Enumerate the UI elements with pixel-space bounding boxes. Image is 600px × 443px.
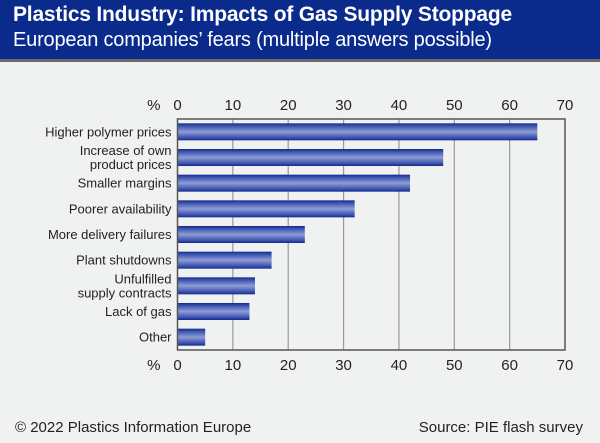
- category-label: Higher polymer prices: [45, 124, 172, 139]
- chart-title: Plastics Industry: Impacts of Gas Supply…: [13, 3, 512, 26]
- bar: [177, 328, 206, 346]
- x-tick-label: 20: [280, 97, 297, 114]
- x-tick-label: 10: [225, 357, 242, 374]
- chart-subtitle: European companies’ fears (multiple answ…: [13, 29, 492, 51]
- x-tick-label: 40: [391, 357, 408, 374]
- bar: [177, 226, 305, 243]
- axis-unit-label: %: [147, 357, 160, 374]
- copyright-text: © 2022 Plastics Information Europe: [15, 419, 252, 436]
- category-label: Increase of own product prices: [80, 143, 172, 172]
- bottom-axis-ticks: % 0 10 20 30 40 50 60 70: [147, 357, 573, 374]
- category-label: Plant shutdowns: [76, 253, 172, 268]
- bar: [177, 277, 255, 295]
- category-label: Smaller margins: [78, 176, 172, 191]
- category-labels: Higher polymer prices Increase of own prod…: [45, 124, 172, 344]
- plot-frame: [176, 118, 566, 351]
- bar: [177, 123, 538, 141]
- bar: [177, 174, 410, 192]
- source-text: Source: PIE flash survey: [418, 419, 583, 436]
- x-tick-label: 60: [501, 357, 518, 374]
- bars: [177, 123, 538, 346]
- bar: [177, 251, 272, 269]
- x-tick-label: 20: [280, 357, 297, 374]
- category-label: Unfulfilled supply contracts: [78, 271, 172, 300]
- x-tick-label: 30: [335, 357, 352, 374]
- chart-header: Plastics Industry: Impacts of Gas Supply…: [0, 0, 600, 62]
- x-tick-label: 50: [446, 97, 463, 114]
- x-tick-label: 50: [446, 357, 463, 374]
- axis-unit-label: %: [147, 97, 160, 114]
- category-label: Other: [139, 330, 172, 345]
- x-tick-label: 60: [501, 97, 518, 114]
- bar: [177, 149, 444, 166]
- x-tick-label: 70: [557, 97, 574, 114]
- x-tick-label: 40: [391, 97, 408, 114]
- x-tick-label: 0: [173, 97, 181, 114]
- bar: [177, 200, 355, 218]
- x-tick-label: 30: [335, 97, 352, 114]
- category-label: More delivery failures: [48, 227, 172, 242]
- x-tick-label: 0: [173, 357, 181, 374]
- x-tick-label: 70: [557, 357, 574, 374]
- x-tick-label: 10: [225, 97, 242, 114]
- category-label: Lack of gas: [105, 304, 172, 319]
- category-label: Poorer availability: [69, 201, 172, 216]
- bar: [177, 303, 250, 320]
- top-axis-ticks: % 0 10 20 30 40 50 60 70: [147, 97, 573, 114]
